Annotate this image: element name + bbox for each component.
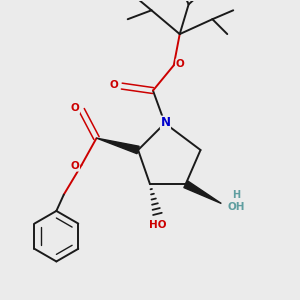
- Text: O: O: [71, 161, 80, 171]
- Polygon shape: [184, 181, 221, 203]
- Polygon shape: [97, 138, 139, 154]
- Text: O: O: [176, 59, 185, 69]
- Text: OH: OH: [227, 202, 245, 212]
- Text: N: N: [160, 116, 170, 129]
- Text: O: O: [109, 80, 118, 90]
- Text: H: H: [232, 190, 240, 200]
- Text: HO: HO: [149, 220, 167, 230]
- Text: O: O: [71, 103, 80, 113]
